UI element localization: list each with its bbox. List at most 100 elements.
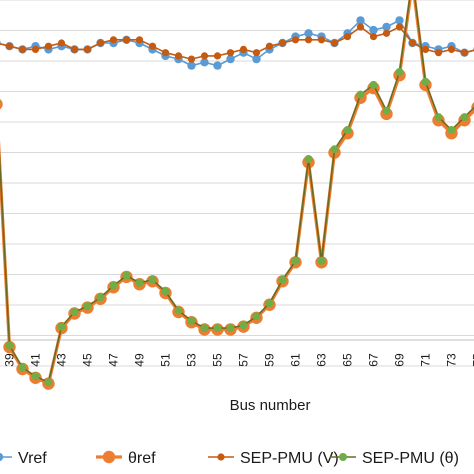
data-point-sep_pmu_v — [161, 49, 170, 57]
legend-item-theta_ref: θref — [96, 450, 156, 467]
data-point-sep_pmu_theta — [343, 126, 352, 134]
data-point-sep_pmu_v — [382, 29, 391, 37]
data-point-vref — [395, 16, 404, 25]
x-tick-label: 53 — [185, 353, 199, 367]
data-point-sep_pmu_v — [434, 49, 443, 57]
data-point-sep_pmu_v — [395, 23, 404, 31]
data-point-sep_pmu_theta — [369, 80, 378, 89]
data-point-sep_pmu_theta — [70, 308, 79, 316]
x-tick-label: 47 — [107, 353, 121, 367]
data-point-sep_pmu_theta — [200, 324, 209, 333]
data-point-sep_pmu_theta — [330, 145, 339, 154]
data-point-vref — [0, 40, 1, 46]
data-point-sep_pmu_v — [213, 52, 222, 60]
data-point-sep_pmu_v — [148, 42, 157, 50]
data-point-sep_pmu_theta — [109, 281, 118, 290]
legend-swatch-marker — [339, 453, 347, 461]
data-point-sep_pmu_v — [70, 45, 79, 54]
x-tick-label: 65 — [341, 353, 355, 367]
data-point-sep_pmu_v — [317, 36, 326, 44]
data-point-sep_pmu_v — [265, 42, 274, 50]
data-point-vref — [213, 61, 222, 70]
data-point-sep_pmu_theta — [44, 378, 53, 387]
legend-label: SEP-PMU (θ) — [362, 450, 459, 467]
data-point-sep_pmu_v — [44, 42, 53, 50]
data-point-sep_pmu_v — [278, 39, 287, 47]
data-point-sep_pmu_theta — [213, 324, 222, 333]
data-point-sep_pmu_theta — [265, 299, 274, 308]
data-point-sep_pmu_v — [109, 36, 118, 44]
data-point-sep_pmu_theta — [135, 278, 144, 287]
data-point-sep_pmu_theta — [252, 312, 261, 321]
x-tick-label: 57 — [237, 353, 251, 367]
data-point-sep_pmu_v — [122, 36, 131, 44]
x-tick-label: 61 — [289, 353, 303, 367]
data-point-sep_pmu_theta — [421, 77, 430, 86]
plot-area — [0, 0, 474, 390]
x-tick-label: 71 — [419, 353, 433, 367]
grid-lines — [0, 0, 474, 367]
data-point-sep_pmu_v — [408, 39, 417, 47]
x-tick-label: 43 — [55, 353, 69, 367]
x-tick-label: 75 — [471, 353, 474, 367]
data-point-sep_pmu_theta — [291, 256, 300, 265]
data-point-vref — [304, 29, 313, 38]
data-point-vref — [252, 54, 261, 64]
x-axis-title: Bus number — [230, 397, 311, 414]
x-tick-label: 73 — [445, 353, 459, 367]
data-point-sep_pmu_v — [31, 45, 40, 54]
series-sep_pmu_v — [0, 23, 474, 63]
data-point-sep_pmu_theta — [96, 293, 105, 302]
legend-swatch-marker — [217, 453, 225, 461]
data-point-sep_pmu_theta — [278, 275, 287, 284]
data-point-sep_pmu_v — [239, 45, 248, 54]
data-point-sep_pmu_theta — [226, 324, 235, 333]
data-point-sep_pmu_theta — [317, 256, 326, 265]
data-point-sep_pmu_v — [174, 52, 183, 60]
x-tick-label: 39 — [3, 353, 17, 367]
x-tick-label: 51 — [159, 353, 173, 367]
data-point-sep_pmu_theta — [382, 106, 391, 115]
legend-item-vref: Vref — [0, 450, 47, 467]
data-point-sep_pmu_theta — [395, 68, 404, 76]
data-point-sep_pmu_v — [343, 33, 352, 41]
data-point-sep_pmu_v — [135, 36, 144, 44]
data-point-vref — [200, 58, 209, 67]
data-point-sep_pmu_theta — [0, 99, 1, 103]
data-point-sep_pmu_theta — [434, 113, 443, 122]
series-theta_ref — [0, 0, 474, 390]
data-point-sep_pmu_theta — [304, 155, 313, 163]
x-tick-label: 45 — [81, 353, 95, 367]
data-point-sep_pmu_v — [5, 42, 14, 50]
data-point-sep_pmu_v — [200, 52, 209, 60]
x-tick-label: 41 — [29, 353, 43, 367]
data-point-vref — [382, 22, 391, 32]
legend-item-sep_pmu_v: SEP-PMU (V) — [208, 450, 339, 467]
data-point-sep_pmu_v — [187, 55, 196, 63]
data-point-sep_pmu_theta — [148, 275, 157, 284]
data-point-sep_pmu_theta — [460, 113, 469, 122]
data-point-sep_pmu_theta — [57, 322, 66, 331]
x-tick-label: 49 — [133, 353, 147, 367]
x-tick-label: 69 — [393, 353, 407, 367]
x-axis-tick-labels: 39 41 43 45 47 49 51 53 55 57 59 61 63 65 67 69 71 73 75 — [3, 353, 474, 367]
data-point-vref — [187, 61, 196, 70]
data-point-sep_pmu_theta — [356, 90, 365, 99]
x-tick-label: 67 — [367, 353, 381, 367]
data-point-sep_pmu_v — [447, 45, 456, 54]
data-point-vref — [356, 16, 365, 25]
data-point-sep_pmu_v — [18, 45, 27, 54]
data-point-sep_pmu_v — [96, 39, 105, 47]
data-point-sep_pmu_v — [252, 49, 261, 57]
data-point-sep_pmu_theta — [447, 126, 456, 134]
data-point-sep_pmu_v — [57, 39, 66, 47]
data-point-sep_pmu_v — [369, 33, 378, 41]
legend-item-sep_pmu_theta: SEP-PMU (θ) — [330, 450, 459, 467]
legend: Vref θref SEP-PMU (V) SEP-PMU (θ) — [0, 450, 459, 467]
data-point-sep_pmu_v — [330, 39, 339, 47]
data-point-sep_pmu_theta — [83, 302, 92, 311]
data-point-sep_pmu_theta — [5, 341, 14, 350]
data-point-sep_pmu_theta — [174, 306, 183, 315]
data-point-vref — [369, 25, 378, 35]
